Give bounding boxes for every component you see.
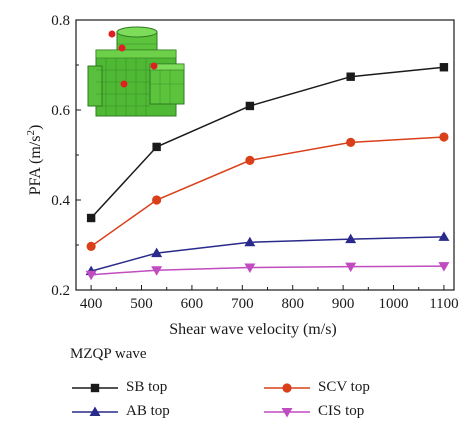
x-tick-label: 1100 <box>429 296 458 312</box>
data-point <box>346 137 356 147</box>
y-axis-title: PFA (m/s2) <box>25 125 44 196</box>
legend-item-sb-top: SB top <box>70 378 240 398</box>
series-line <box>91 265 444 276</box>
x-tick-label: 600 <box>181 296 204 312</box>
data-point <box>244 263 256 273</box>
legend-label: AB top <box>126 403 170 419</box>
legend-title: MZQP wave <box>70 346 147 362</box>
x-tick-label: 800 <box>281 296 304 312</box>
data-point <box>245 155 255 165</box>
y-tick-label: 0.6 <box>51 103 70 119</box>
legend-item-ab-top: AB top <box>70 402 240 422</box>
chart: 400 500 600 700 800 900 1000 1100 0.2 0.4 0.6 0.8 P… <box>25 13 459 338</box>
legend-marker-triangle-down <box>264 408 310 418</box>
y-tick-label: 0.2 <box>51 283 70 299</box>
data-point <box>86 241 96 251</box>
legend-marker <box>281 408 293 418</box>
legend: MZQP wave SB top SCV top AB top CIS top <box>70 346 450 432</box>
series-line <box>90 136 444 247</box>
y-tick-label: 0.4 <box>51 193 70 209</box>
data-point <box>152 142 161 152</box>
data-point <box>152 195 162 205</box>
legend-marker-triangle-up <box>72 406 118 416</box>
legend-item-scv-top: SCV top <box>262 378 432 398</box>
x-tick-label: 500 <box>130 296 153 312</box>
legend-label: CIS top <box>318 403 365 419</box>
data-point <box>86 213 96 223</box>
data-point <box>346 72 355 81</box>
legend-item-cis-top: CIS top <box>262 402 432 422</box>
legend-label: SCV top <box>318 379 370 395</box>
legend-label: SB top <box>126 379 168 395</box>
data-point <box>438 231 450 241</box>
x-tick-label: 400 <box>80 296 103 312</box>
data-point <box>438 262 450 272</box>
data-point <box>244 236 256 247</box>
series-layer <box>85 63 450 281</box>
legend-marker-square <box>72 383 118 393</box>
data-point <box>151 247 163 258</box>
legend-marker <box>90 383 100 393</box>
x-tick-label: 1000 <box>379 296 409 312</box>
data-point <box>151 266 163 276</box>
x-tick-label: 700 <box>231 296 254 312</box>
data-point <box>85 270 97 281</box>
y-tick-label: 0.8 <box>51 13 70 29</box>
legend-marker <box>282 383 292 393</box>
data-point <box>439 132 449 142</box>
data-point <box>439 63 449 72</box>
axes: 400 500 600 700 800 900 1000 1100 0.2 0.4 0.6 0.8 <box>51 13 458 312</box>
data-point <box>345 262 357 273</box>
structure-model-image <box>87 26 185 117</box>
data-point <box>345 233 357 244</box>
legend-marker-circle <box>264 383 310 393</box>
legend-marker <box>89 406 101 416</box>
x-tick-label: 900 <box>332 296 355 312</box>
x-axis-title: Shear wave velocity (m/s) <box>169 321 337 338</box>
data-point <box>245 101 255 111</box>
